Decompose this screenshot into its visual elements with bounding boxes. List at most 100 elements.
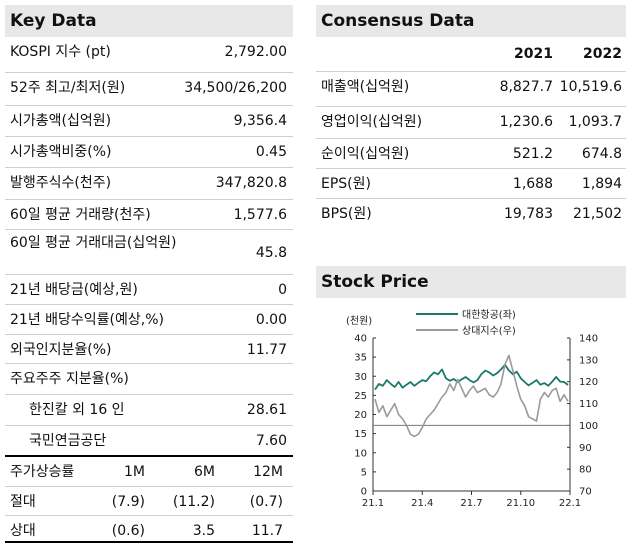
consensus-year: 2022 [583,46,622,62]
key-data-row: 60일 평균 거래량(천주) 1,577.6 [5,199,293,230]
key-data-label: 시가총액비중(%) [10,144,112,160]
consensus-row: 영업이익(십억원) 1,230.6 1,093.7 [316,106,626,137]
consensus-value: 19,783 [504,206,553,222]
key-data-value: 347,820.8 [215,175,287,191]
left-tick-label: 20 [354,410,367,421]
key-data-value: 9,356.4 [233,113,287,129]
key-data-label: 주요주주 지분율(%) [10,371,129,387]
key-data-label: 21년 배당수익률(예상,%) [10,312,164,328]
x-tick-label: 21.7 [460,498,482,509]
stock-price-chart: (천원) 0 5 10 15 20 25 30 35 40 70 80 90 100 110 120 130 14… [346,309,598,509]
consensus-label: EPS(원) [321,176,371,192]
price-series-line [374,363,569,391]
consensus-row: BPS(원) 19,783 21,502 [316,198,626,229]
consensus-value: 674.8 [581,146,622,162]
left-tick-label: 25 [354,391,367,402]
perf-cell: (11.2) [172,494,215,510]
key-data-label: 60일 평균 거래대금(십억원) [10,235,177,251]
key-data-value: 34,500/26,200 [184,80,287,96]
key-data-value: 0.45 [255,144,287,160]
key-data-row: 52주 최고/최저(원) 34,500/26,200 [5,72,293,103]
consensus-panel: Consensus Data 2021 2022 매출액(십억원) 8,827.7 10… [316,5,626,222]
key-data-row: 시가총액(십억원) 9,356.4 [5,105,293,136]
key-data-row: 외국인지분율(%) 11.77 [5,334,293,365]
left-tick-label: 40 [354,334,367,345]
key-data-label: 52주 최고/최저(원) [10,80,126,96]
consensus-value: 1,688 [512,176,553,192]
relative-index-series-line [374,354,569,438]
consensus-row: EPS(원) 1,688 1,894 [316,168,626,199]
stock-price-title: Stock Price [316,266,626,298]
stock-price-panel: Stock Price (천원) 0 5 10 15 20 25 30 35 40 70 80 90 10… [316,266,626,540]
divider [5,541,293,543]
key-data-value: 0 [278,282,287,298]
key-data-title: Key Data [5,5,293,37]
consensus-label: 영업이익(십억원) [321,114,423,130]
key-data-row: 시가총액비중(%) 0.45 [5,136,293,167]
key-data-value: 45.8 [255,245,287,261]
key-data-value: 0.00 [255,312,287,328]
legend-relative-label: 상대지수(우) [462,325,516,337]
left-tick-label: 10 [354,448,367,459]
perf-cell: (0.7) [249,494,283,510]
perf-cell: 3.5 [192,523,215,539]
legend-price-label: 대한항공(좌) [462,309,516,321]
key-data-row: 21년 배당수익률(예상,%) 0.00 [5,304,293,335]
key-data-value: 11.77 [246,342,287,358]
right-tick-label: 70 [579,487,592,498]
consensus-value: 1,230.6 [499,114,553,130]
perf-row: 상대 (0.6) 3.5 11.7 [5,515,293,546]
consensus-row: 매출액(십억원) 8,827.7 10,519.6 [316,71,626,102]
key-data-row: 발행주식수(천주) 347,820.8 [5,167,293,198]
left-tick-label: 30 [354,372,367,383]
right-tick-label: 130 [579,355,598,366]
consensus-label: 순이익(십억원) [321,146,410,162]
consensus-year-header: 2021 2022 [316,37,626,71]
left-tick-label: 0 [361,487,367,498]
right-tick-label: 80 [579,465,592,476]
key-data-row: 국민연금공단 7.60 [5,425,293,456]
consensus-title: Consensus Data [316,5,626,37]
key-data-value: 7.60 [255,433,287,449]
key-data-row: 21년 배당금(예상,원) 0 [5,274,293,305]
perf-cell: 절대 [10,494,36,510]
left-tick-label: 15 [354,429,367,440]
consensus-label: 매출액(십억원) [321,79,410,95]
key-data-label: 21년 배당금(예상,원) [10,282,138,298]
x-tick-label: 21.10 [506,498,535,509]
key-data-label: 국민연금공단 [29,433,107,449]
key-data-row: 한진칼 외 16 인 28.61 [5,394,293,425]
key-data-label: 발행주식수(천주) [10,175,112,191]
x-tick-label: 22.1 [559,498,581,509]
perf-header-cell: 주가상승률 [10,464,75,480]
key-data-label: 외국인지분율(%) [10,342,112,358]
consensus-year: 2021 [514,46,553,62]
key-data-label: 60일 평균 거래량(천주) [10,207,151,223]
left-axis-unit: (천원) [346,315,372,327]
key-data-row: 60일 평균 거래대금(십억원) 45.8 [5,229,293,276]
consensus-value: 521.2 [512,146,553,162]
perf-cell: (7.9) [111,494,145,510]
perf-row: 절대 (7.9) (11.2) (0.7) [5,486,293,517]
key-data-value: 2,792.00 [224,44,287,60]
perf-header-cell: 12M [253,464,283,480]
left-tick-label: 35 [354,353,367,364]
key-data-row: 주요주주 지분율(%) [5,363,293,394]
perf-cell: (0.6) [111,523,145,539]
consensus-value: 1,093.7 [568,114,622,130]
perf-cell: 상대 [10,523,36,539]
consensus-value: 10,519.6 [559,79,622,95]
key-data-label: 한진칼 외 16 인 [29,402,125,418]
perf-header-cell: 6M [194,464,215,480]
right-tick-label: 90 [579,443,592,454]
consensus-value: 21,502 [573,206,622,222]
consensus-value: 8,827.7 [499,79,553,95]
perf-header-cell: 1M [124,464,145,480]
consensus-label: BPS(원) [321,206,372,222]
left-tick-label: 5 [361,467,367,478]
consensus-value: 1,894 [581,176,622,192]
key-data-value: 1,577.6 [233,207,287,223]
x-tick-label: 21.4 [411,498,433,509]
right-tick-label: 110 [579,399,598,410]
key-data-value: 28.61 [246,402,287,418]
